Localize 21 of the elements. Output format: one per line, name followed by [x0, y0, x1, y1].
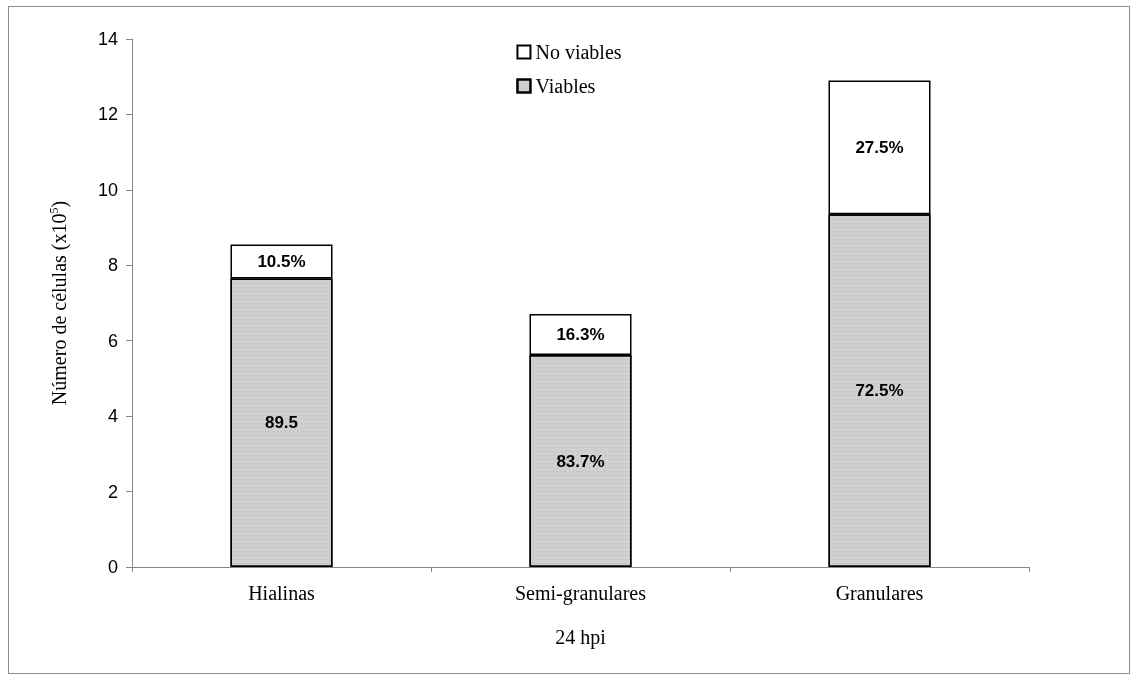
y-axis-title: Número de células (x105) — [47, 200, 71, 406]
x-tick-label: Granulares — [835, 582, 924, 604]
y-tick-label: 14 — [97, 29, 118, 49]
annotation: 83.7% — [556, 451, 605, 471]
annotation: 89.5 — [264, 413, 299, 433]
y-tick-label: 8 — [107, 255, 118, 276]
legend-label: Viables — [535, 75, 596, 97]
x-tick-label: Semi-granulares — [514, 582, 647, 605]
y-tick-label: 0 — [107, 557, 118, 577]
y-tick-label: 6 — [107, 330, 118, 351]
y-tick-label: 4 — [107, 406, 118, 427]
x-tick-label: Hialinas — [248, 582, 316, 604]
y-tick-label: 12 — [97, 104, 118, 125]
annotation: 27.5% — [855, 137, 904, 157]
annotation: 72.5% — [855, 381, 904, 401]
annotation: 16.3% — [556, 324, 605, 344]
legend-label: No viables — [535, 41, 622, 63]
y-tick-label: 10 — [97, 179, 118, 200]
annotation: 10.5% — [257, 252, 306, 272]
y-tick-label: 2 — [107, 481, 118, 502]
x-axis-title: 24 hpi — [555, 626, 607, 649]
